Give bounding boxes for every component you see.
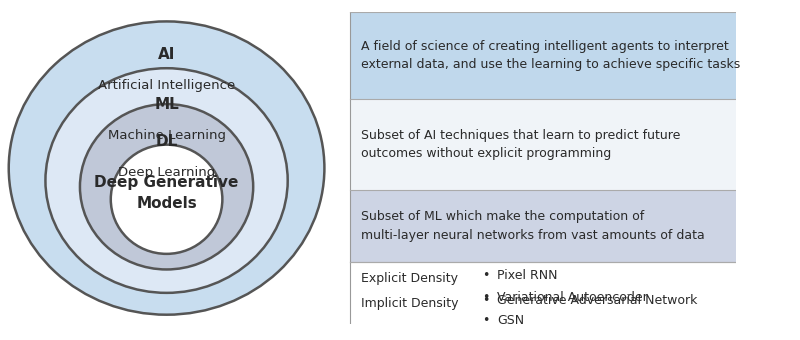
Text: Deep Learning: Deep Learning [118,167,215,180]
Text: ML: ML [154,97,179,112]
Text: DL: DL [155,134,178,149]
Text: GSN: GSN [497,314,524,327]
Text: A field of science of creating intelligent agents to interpret
external data, an: A field of science of creating intellige… [361,40,740,71]
Text: Subset of AI techniques that learn to predict future
outcomes without explicit p: Subset of AI techniques that learn to pr… [361,129,681,160]
Text: Implicit Density: Implicit Density [361,297,458,310]
Text: Explicit Density: Explicit Density [361,272,458,285]
Text: •: • [482,294,490,307]
Text: Deep Generative
Models: Deep Generative Models [94,175,238,211]
Bar [350,262,735,324]
Ellipse shape [80,104,253,270]
Bar [350,12,735,99]
Text: Subset of ML which make the computation of
multi-layer neural networks from vast: Subset of ML which make the computation … [361,210,705,241]
Text: Artificial Intelligence: Artificial Intelligence [98,79,235,92]
Text: Variational Autoencoder: Variational Autoencoder [497,291,648,304]
Text: •: • [482,269,490,282]
Bar [350,99,735,190]
Ellipse shape [46,68,288,293]
Ellipse shape [9,21,325,315]
Text: •: • [482,291,490,304]
Ellipse shape [110,144,222,254]
Text: Generative Adversarial Network: Generative Adversarial Network [497,294,698,307]
Text: •: • [482,314,490,327]
Text: AI: AI [158,47,175,62]
Text: Machine Learning: Machine Learning [107,129,226,142]
Bar [350,190,735,262]
Text: Pixel RNN: Pixel RNN [497,269,558,282]
